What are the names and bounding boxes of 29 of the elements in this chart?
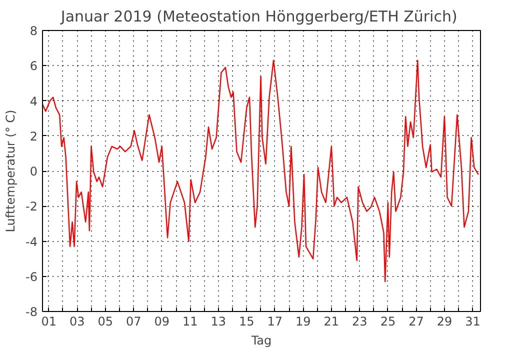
x-axis-title: Tag [250,334,272,348]
x-tick-label: 01 [41,314,57,328]
y-tick-label: -8 [26,305,38,319]
x-tick-label: 23 [352,314,368,328]
y-tick-label: -4 [26,234,38,249]
x-tick-label: 07 [126,314,142,328]
x-tick-label: 09 [154,314,170,328]
x-tick-label: 11 [182,314,198,328]
x-tick-label: 17 [267,314,283,328]
y-tick-label: 4 [30,94,38,108]
x-tick-label: 31 [465,314,480,328]
x-tick-label: 25 [380,314,396,328]
y-axis-title: Lufttemperatur (° C) [4,110,18,232]
x-tick-label: 15 [239,314,254,328]
line-series [42,60,479,282]
y-tick-label: -2 [26,200,38,214]
chart-title: Januar 2019 (Meteostation Hönggerberg/ETH Zürich) [60,8,458,26]
x-tick-label: 21 [324,314,340,328]
x-tick-label: 13 [210,314,226,328]
y-tick-label: 6 [30,59,38,74]
y-tick-label: -6 [26,270,38,284]
x-tick-label: 27 [408,314,424,328]
y-tick-label: 0 [30,164,38,178]
x-tick-label: 05 [98,314,114,328]
x-tick-label: 29 [436,314,452,328]
y-tick-label: 8 [30,24,38,38]
y-tick-label: 2 [30,129,38,144]
x-tick-label: 19 [296,314,311,328]
x-tick-label: 03 [69,314,85,328]
